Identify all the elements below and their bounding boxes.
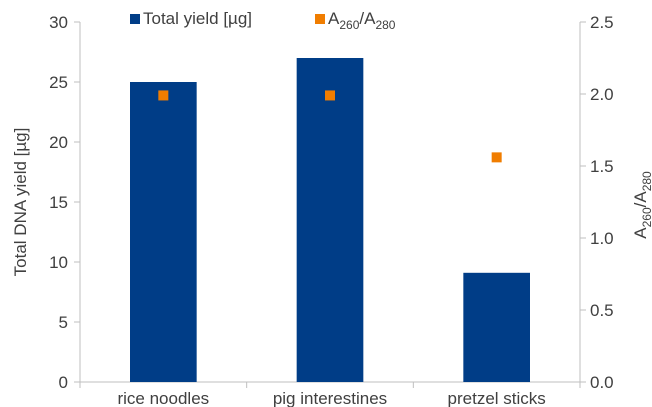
legend-label-total-yield: Total yield [µg] xyxy=(143,9,252,28)
left-tick-label: 30 xyxy=(49,13,68,32)
left-tick-label: 20 xyxy=(49,133,68,152)
legend-swatch-total-yield xyxy=(130,14,140,24)
point-ratio xyxy=(491,152,502,163)
left-axis-ticks: 0 5 10 15 20 25 30 xyxy=(49,13,80,392)
right-tick-label: 1.5 xyxy=(590,157,614,176)
legend-label-ratio: A260/A280 xyxy=(328,9,396,32)
point-ratio xyxy=(158,90,169,101)
legend-swatch-ratio xyxy=(315,14,325,24)
right-tick-label: 0.5 xyxy=(590,301,614,320)
category-label: pig interestines xyxy=(273,389,387,407)
right-tick-label: 2.0 xyxy=(590,85,614,104)
bar-total-yield xyxy=(463,272,530,382)
category-labels: rice noodles pig interestines pretzel stic… xyxy=(79,382,581,407)
right-tick-label: 0.0 xyxy=(590,373,614,392)
right-tick-label: 1.0 xyxy=(590,229,614,248)
left-tick-label: 10 xyxy=(49,253,68,272)
left-tick-label: 15 xyxy=(49,193,68,212)
category-label: pretzel sticks xyxy=(448,389,546,407)
point-ratio xyxy=(325,90,335,101)
bar-total-yield xyxy=(296,58,364,382)
bar-series xyxy=(130,58,530,382)
right-tick-label: 2.5 xyxy=(590,13,614,32)
left-tick-label: 0 xyxy=(59,373,68,392)
left-tick-label: 25 xyxy=(49,73,68,92)
left-tick-label: 5 xyxy=(59,313,68,332)
bar-total-yield xyxy=(130,82,197,382)
right-axis-ticks: 0.0 0.5 1.0 1.5 2.0 2.5 xyxy=(580,13,614,392)
ratio-series xyxy=(158,90,502,163)
legend: Total yield [µg] A260/A280 xyxy=(130,9,396,32)
y2-axis-title: A260/A280 xyxy=(631,171,652,239)
category-label: rice noodles xyxy=(117,389,209,407)
y-axis-title: Total DNA yield [µg] xyxy=(11,128,30,277)
